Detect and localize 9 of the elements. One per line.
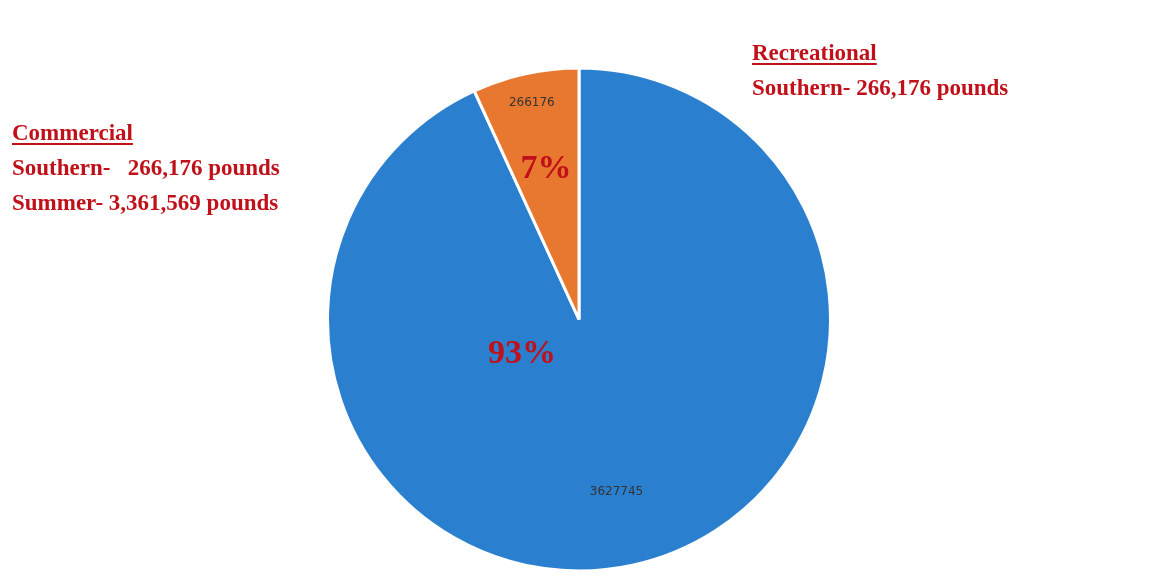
data-label: 3627745 <box>589 483 644 498</box>
text: Southern- 266,176 pounds <box>12 155 280 180</box>
text: Southern- 266,176 pounds <box>752 75 1009 100</box>
text: Summer- 3,361,569 pounds <box>12 190 279 215</box>
data-label: 266176 <box>508 95 555 110</box>
text: Recreational <box>752 40 877 65</box>
text: 93% <box>488 333 556 370</box>
text: 7% <box>520 148 572 185</box>
text: Commercial <box>12 120 133 145</box>
